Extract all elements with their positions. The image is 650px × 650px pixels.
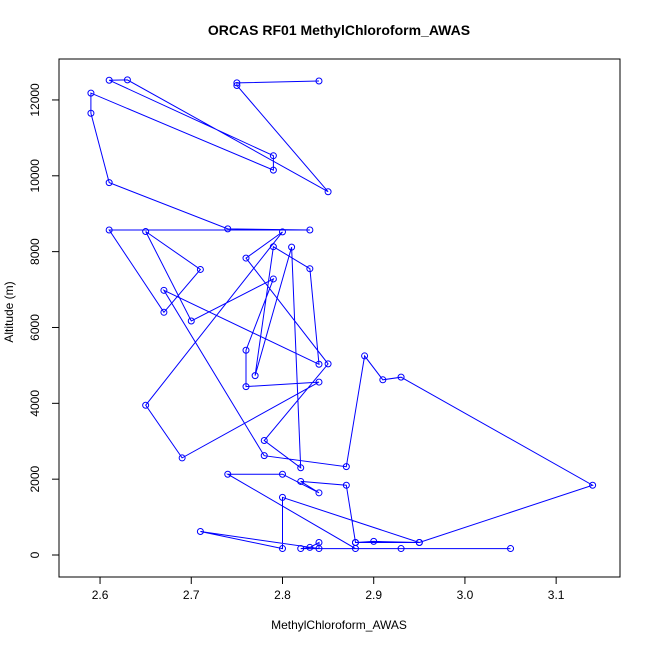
- y-tick-label: 2000: [28, 465, 42, 492]
- chart-title: ORCAS RF01 MethylChloroform_AWAS: [208, 22, 470, 38]
- y-tick-label: 10000: [28, 159, 42, 193]
- y-tick-label: 8000: [28, 238, 42, 265]
- data-point: [251, 372, 259, 380]
- data-point: [105, 76, 113, 84]
- x-tick-label: 3.0: [457, 588, 474, 602]
- data-point: [242, 346, 250, 354]
- data-point: [224, 470, 232, 478]
- data-point: [269, 166, 277, 174]
- y-axis: 0 2000 4000 6000 8000 10000 12000: [28, 83, 60, 558]
- y-axis-label: Altitude (m): [2, 281, 16, 342]
- data-point: [315, 489, 323, 497]
- data-point: [269, 275, 277, 283]
- y-tick-label: 6000: [28, 314, 42, 341]
- data-point: [288, 243, 296, 251]
- data-point: [361, 352, 369, 360]
- data-point: [306, 226, 314, 234]
- data-point: [260, 452, 268, 460]
- x-tick-label: 2.7: [183, 588, 200, 602]
- x-tick-label: 2.6: [92, 588, 109, 602]
- data-point: [105, 179, 113, 187]
- data-point: [278, 545, 286, 553]
- y-tick-label: 4000: [28, 390, 42, 417]
- data-point: [278, 493, 286, 501]
- y-tick-label: 12000: [28, 83, 42, 117]
- data-point: [297, 477, 305, 485]
- data-point: [397, 373, 405, 381]
- data-point: [315, 360, 323, 368]
- data-point: [278, 228, 286, 236]
- data-point: [315, 545, 323, 553]
- data-point: [297, 464, 305, 472]
- data-point: [105, 226, 113, 234]
- data-point: [196, 527, 204, 535]
- data-point: [351, 538, 359, 546]
- data-point: [233, 79, 241, 87]
- series-points: [87, 76, 597, 553]
- series-line: [90, 79, 594, 550]
- data-point: [142, 228, 150, 236]
- series-lines: [90, 79, 594, 550]
- x-axis-label: MethylChloroform_AWAS: [271, 618, 407, 632]
- data-point: [160, 286, 168, 294]
- data-point: [233, 82, 241, 90]
- data-point: [589, 481, 597, 489]
- data-point: [260, 436, 268, 444]
- data-point: [278, 470, 286, 478]
- data-point: [507, 545, 515, 553]
- data-point: [123, 76, 131, 84]
- data-point: [370, 537, 378, 545]
- x-tick-label: 3.1: [548, 588, 565, 602]
- data-point: [242, 383, 250, 391]
- data-point: [269, 152, 277, 160]
- data-point: [269, 243, 277, 251]
- data-point: [342, 481, 350, 489]
- x-tick-label: 2.9: [365, 588, 382, 602]
- data-point: [297, 545, 305, 553]
- data-point: [178, 454, 186, 462]
- data-point: [160, 308, 168, 316]
- data-point: [224, 225, 232, 233]
- data-point: [187, 317, 195, 325]
- data-point: [324, 188, 332, 196]
- x-axis: 2.6 2.7 2.8 2.9 3.0 3.1: [92, 576, 565, 602]
- data-point: [87, 89, 95, 97]
- data-point: [87, 109, 95, 117]
- data-point: [142, 401, 150, 409]
- data-point: [397, 545, 405, 553]
- data-point: [379, 376, 387, 384]
- data-point: [306, 265, 314, 273]
- data-point: [324, 360, 332, 368]
- data-point: [242, 254, 250, 262]
- y-tick-label: 0: [28, 551, 42, 558]
- plot-frame: [58, 58, 621, 578]
- data-point: [196, 265, 204, 273]
- x-tick-label: 2.8: [274, 588, 291, 602]
- data-point: [342, 463, 350, 471]
- data-point: [306, 543, 314, 551]
- data-point: [415, 538, 423, 546]
- data-point: [315, 77, 323, 85]
- data-point: [315, 378, 323, 386]
